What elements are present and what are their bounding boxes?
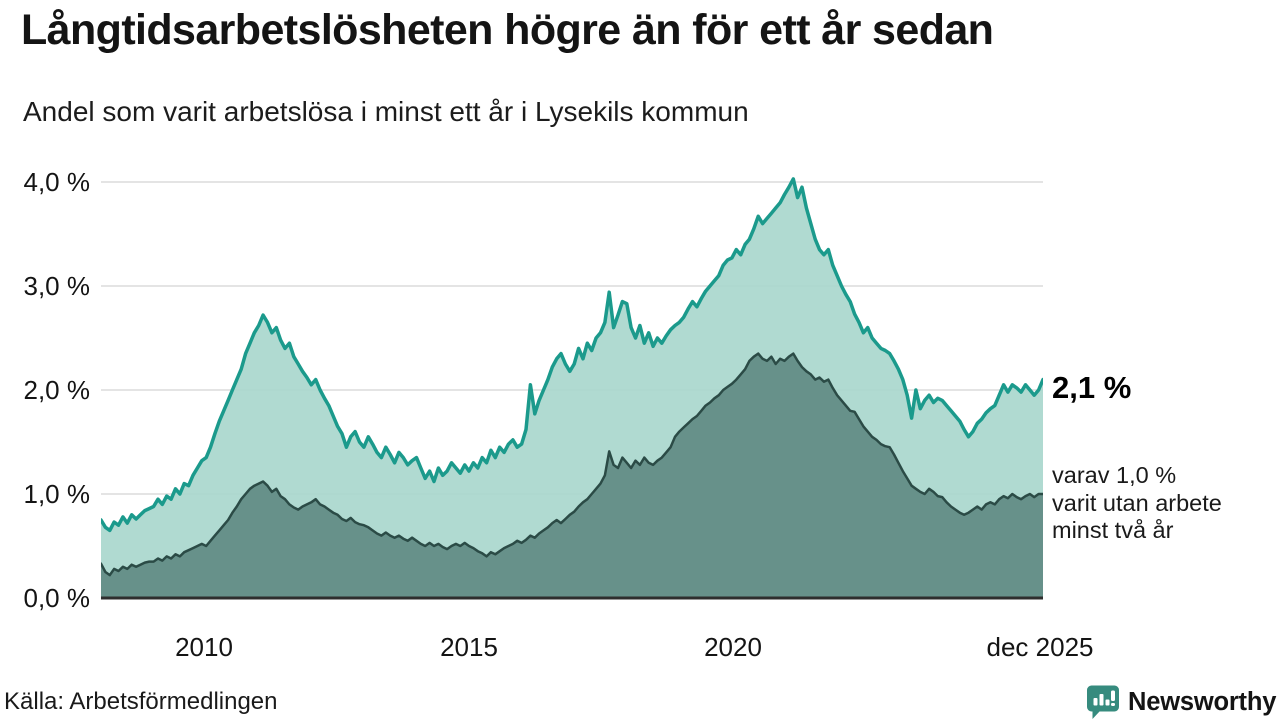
newsworthy-logo-icon — [1087, 685, 1119, 719]
x-axis-label: dec 2025 — [986, 632, 1094, 662]
y-axis-label: 1,0 % — [23, 479, 91, 509]
y-axis-label: 4,0 % — [23, 167, 91, 197]
page-subtitle: Andel som varit arbetslösa i minst ett å… — [23, 96, 749, 127]
y-axis-label: 0,0 % — [23, 583, 91, 613]
plot-area — [99, 168, 1045, 608]
sub-value-annotation: varav 1,0 % varit utan arbete minst två … — [1052, 462, 1222, 543]
newsworthy-logo: Newsworthy — [1086, 684, 1276, 720]
y-axis-label: 3,0 % — [23, 271, 91, 301]
y-axis-label: 2,0 % — [23, 375, 91, 405]
x-axis-label: 2020 — [704, 632, 762, 662]
source-note: Källa: Arbetsförmedlingen — [4, 688, 278, 715]
x-axis-label: 2015 — [440, 632, 498, 662]
x-axis-label: 2010 — [175, 632, 233, 662]
newsworthy-logo-text: Newsworthy — [1128, 687, 1277, 716]
latest-value-annotation: 2,1 % — [1052, 370, 1132, 405]
area-chart-svg — [99, 177, 1045, 600]
page-title: Långtidsarbetslösheten högre än för ett … — [21, 6, 994, 54]
